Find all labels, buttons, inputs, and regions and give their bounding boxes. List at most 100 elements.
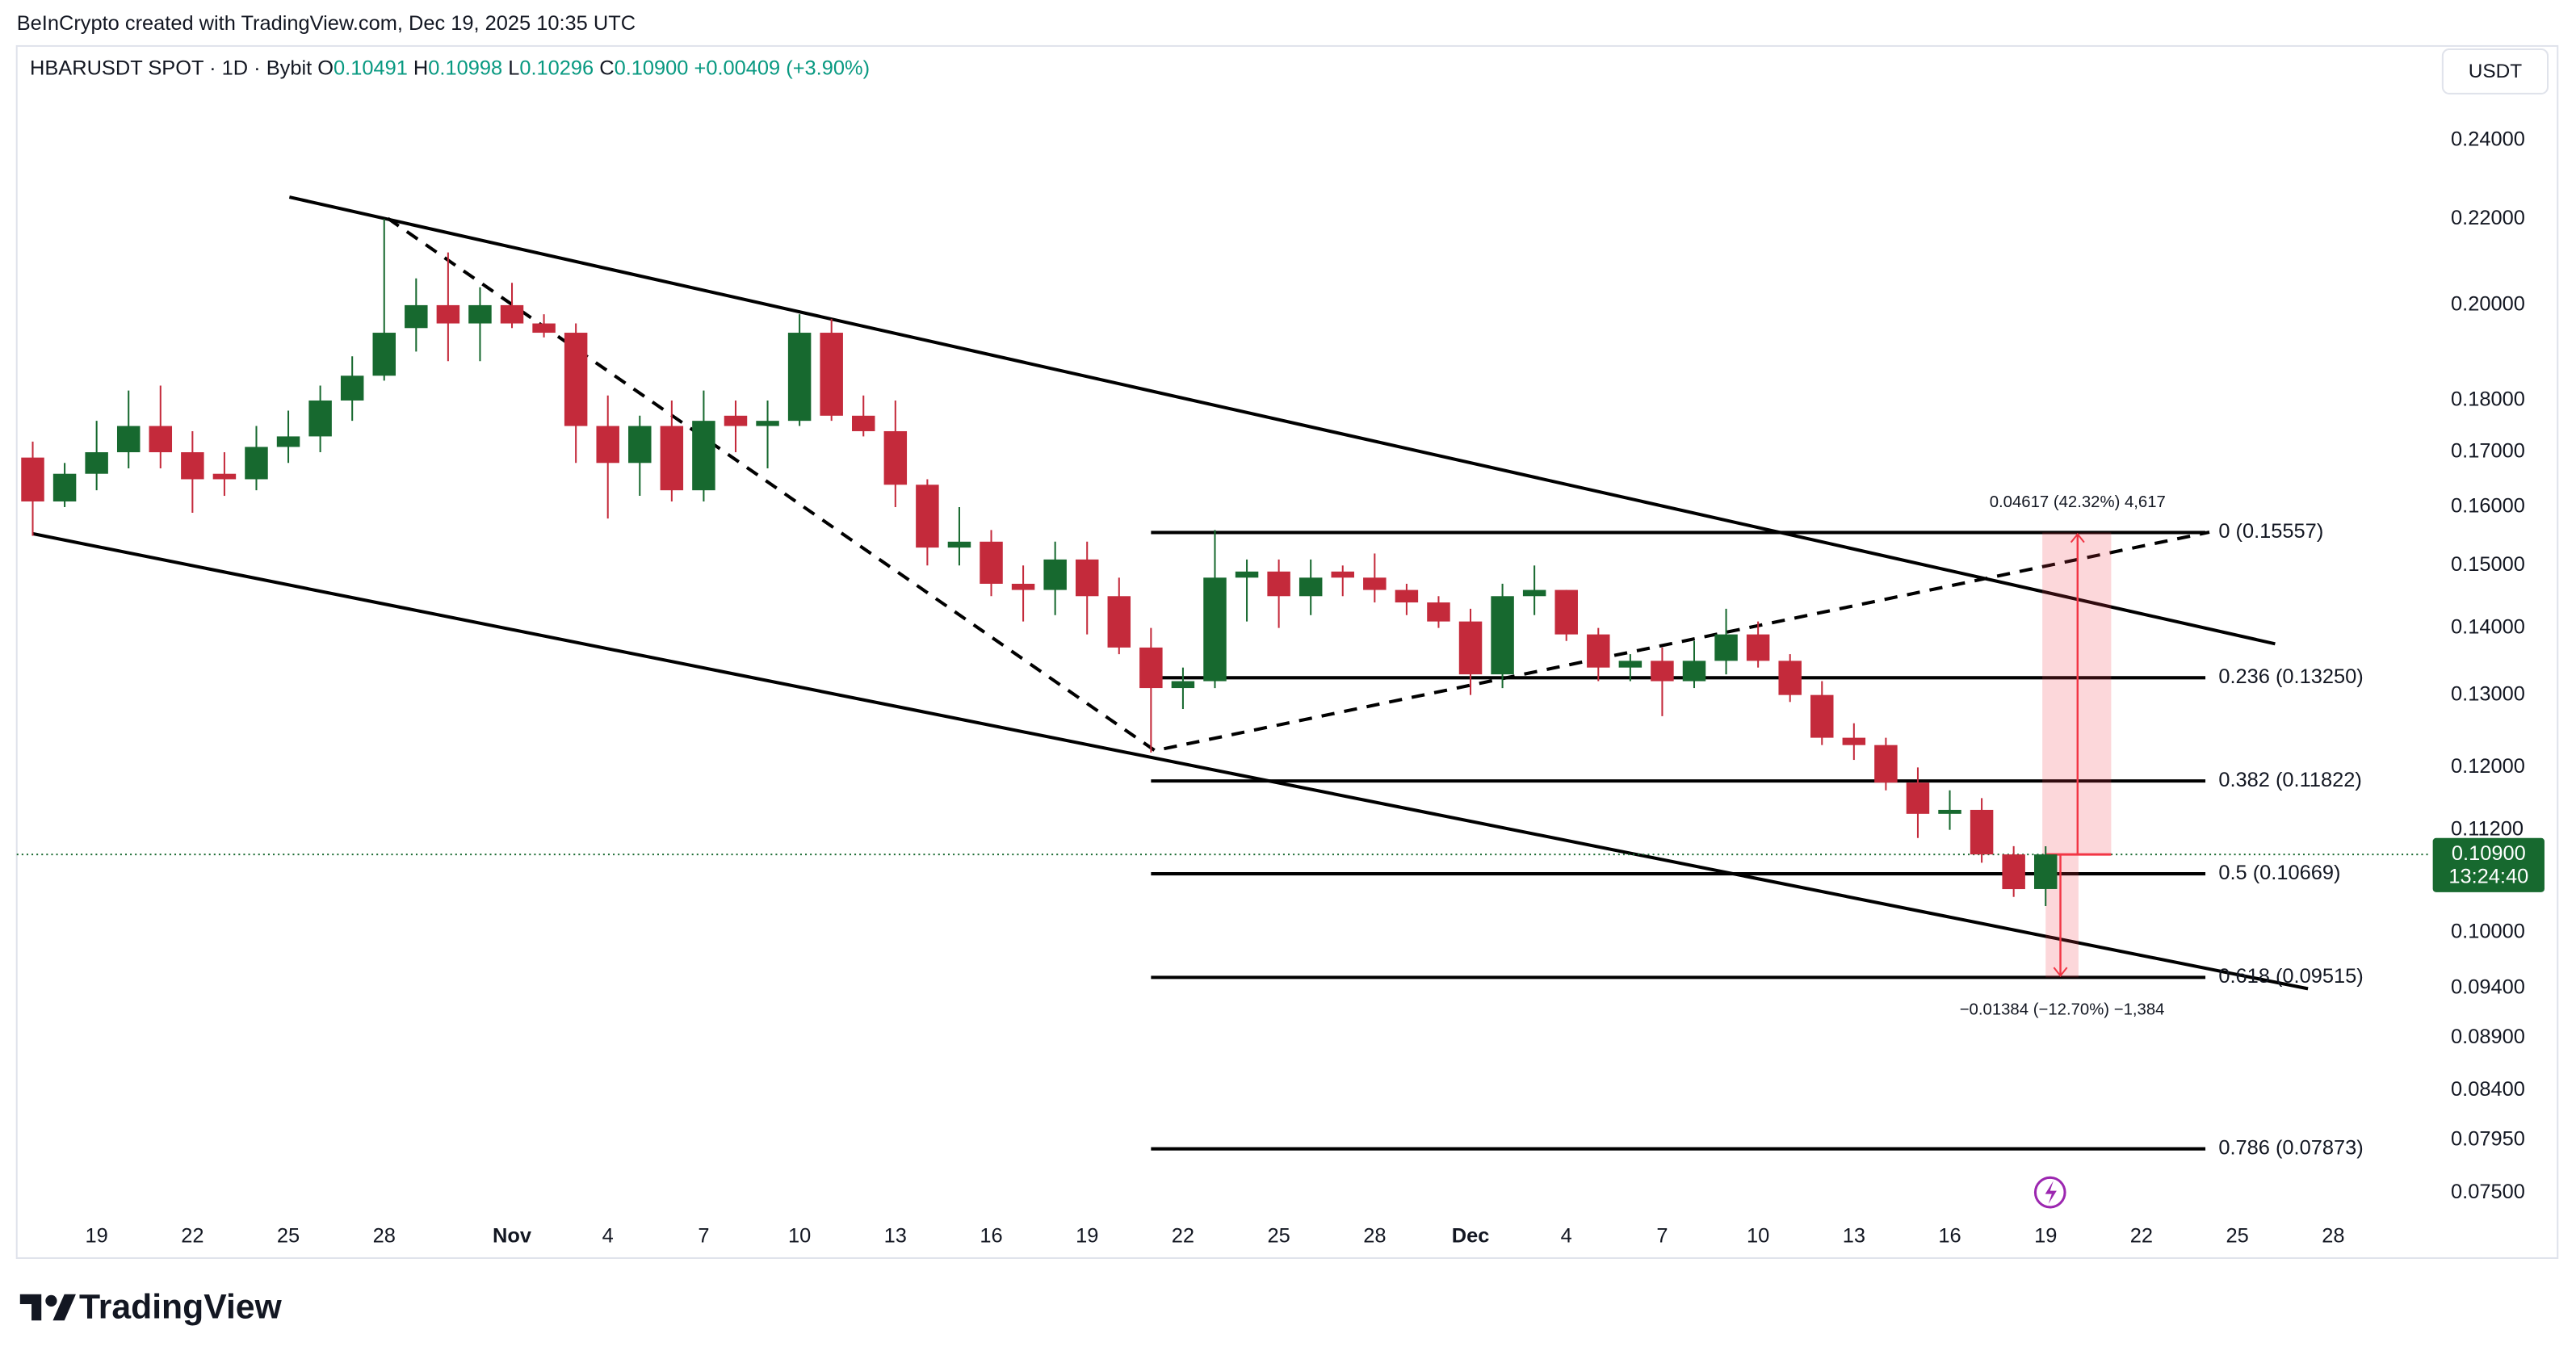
- credit: BeInCrypto created with TradingView.com,…: [17, 12, 636, 35]
- candle-body: [1938, 809, 1961, 814]
- candle-body: [692, 421, 715, 491]
- candle-body: [1427, 602, 1450, 622]
- fib-label: 0.618 (0.09515): [2218, 965, 2363, 988]
- x-tick-label: 7: [1656, 1224, 1668, 1247]
- candle-body: [1746, 634, 1770, 661]
- candle-body: [787, 333, 812, 422]
- symbol: HBARUSDT SPOT · 1D · Bybit: [30, 57, 312, 79]
- y-tick-label: 0.07950: [2451, 1127, 2525, 1150]
- candle-body: [980, 541, 1003, 584]
- candle-body: [1011, 583, 1035, 590]
- x-tick-label: 19: [2034, 1224, 2057, 1247]
- fib-label: 0 (0.15557): [2218, 520, 2323, 543]
- candle-body: [1235, 571, 1259, 578]
- candle-body: [116, 426, 141, 453]
- y-tick-label: 0.09400: [2451, 976, 2525, 999]
- x-tick-label: 28: [1363, 1224, 1386, 1247]
- candle-body: [468, 304, 492, 324]
- fib-label: 0.5 (0.10669): [2218, 862, 2340, 884]
- x-tick-label: 4: [602, 1224, 614, 1247]
- candle-body: [181, 452, 204, 480]
- y-tick-label: 0.12000: [2451, 755, 2525, 778]
- currency[interactable]: USDT: [2469, 61, 2522, 82]
- candle-body: [85, 452, 108, 474]
- legend-line: HBARUSDT SPOT · 1D · Bybit O0.10491 H0.1…: [30, 57, 870, 79]
- measure-up-head: [2070, 532, 2085, 543]
- x-tick-label: 19: [86, 1224, 108, 1247]
- candle-body: [1331, 571, 1354, 578]
- event-icon[interactable]: [2033, 1176, 2066, 1209]
- candle-body: [1107, 596, 1131, 648]
- y-tick-label: 0.11200: [2451, 817, 2524, 840]
- x-tick-label: 4: [1561, 1224, 1572, 1247]
- logo-dot: [45, 1294, 57, 1307]
- candle-body: [1970, 809, 1994, 855]
- currency-button[interactable]: [2441, 48, 2549, 94]
- drawings: [32, 195, 2309, 991]
- fib-label: 0.236 (0.13250): [2218, 665, 2363, 688]
- candle-body: [1139, 647, 1163, 689]
- candle-body: [1714, 634, 1738, 661]
- x-tick-label: 16: [980, 1224, 1002, 1247]
- y-tick-label: 0.22000: [2451, 207, 2525, 229]
- channel-upper: [288, 195, 2276, 646]
- candle-body: [1171, 681, 1195, 689]
- x-tick-label: 22: [1172, 1224, 1194, 1247]
- event-bolt: [2045, 1181, 2057, 1204]
- y-tick-label: 0.08900: [2451, 1026, 2525, 1048]
- candle-body: [1363, 577, 1387, 590]
- candle-body: [340, 375, 364, 401]
- candle-body: [883, 430, 908, 485]
- candle-body: [1810, 694, 1834, 738]
- x-tick-label: 25: [277, 1224, 300, 1247]
- y-tick-label: 0.18000: [2451, 388, 2525, 411]
- candle-body: [436, 304, 460, 324]
- x-tick-label: Dec: [1452, 1224, 1490, 1247]
- logo-text: TradingView: [79, 1287, 283, 1326]
- y-tick-label: 0.15000: [2451, 553, 2525, 576]
- x-tick-label: Nov: [493, 1224, 532, 1247]
- candle-body: [756, 421, 779, 426]
- candle-body: [52, 473, 77, 501]
- change: +0.00409 (+3.90%): [694, 57, 871, 79]
- candle-body: [245, 447, 268, 480]
- x-tick-label: 22: [181, 1224, 203, 1247]
- x-tick-label: 7: [698, 1224, 709, 1247]
- last-price-box: [2432, 837, 2545, 892]
- candle-body: [916, 485, 939, 548]
- countdown-label: 13:24:40: [2448, 865, 2528, 887]
- ohlc-value: 0.10998: [428, 57, 502, 79]
- ohlc-key: O: [317, 57, 334, 79]
- candle-body: [1043, 559, 1067, 590]
- candle-body: [149, 426, 173, 453]
- ohlc-value: 0.10296: [519, 57, 594, 79]
- candle-body: [405, 304, 428, 329]
- candle-body: [1203, 577, 1227, 682]
- candle-body: [532, 323, 556, 334]
- candle-body: [2033, 854, 2058, 889]
- candle-body: [1874, 745, 1898, 783]
- ohlc-value: 0.10491: [334, 57, 408, 79]
- candle-body: [2002, 854, 2025, 890]
- ohlc-value: 0.10900: [615, 57, 689, 79]
- candle-body: [1842, 737, 1866, 745]
- candle-body: [372, 333, 396, 376]
- candle-body: [660, 426, 684, 491]
- ohlc-key: H: [413, 57, 428, 79]
- y-tick-label: 0.10000: [2451, 920, 2525, 942]
- measure-down-label: −0.01384 (−12.70%) −1,384: [1960, 1001, 2165, 1018]
- candle-body: [820, 333, 843, 416]
- x-tick-label: 19: [1076, 1224, 1098, 1247]
- measure-up-label: 0.04617 (42.32%) 4,617: [1990, 493, 2166, 511]
- x-tick-label: 25: [2226, 1224, 2248, 1247]
- y-tick-label: 0.07500: [2451, 1181, 2525, 1203]
- candle-body: [724, 415, 748, 426]
- measure-tool: 0.04617 (42.32%) 4,617 −0.01384 (−12.70%)…: [1960, 493, 2166, 1018]
- y-tick-label: 0.08400: [2451, 1078, 2525, 1101]
- candle-body: [1298, 577, 1323, 597]
- candle-body: [1618, 661, 1643, 668]
- y-tick-label: 0.20000: [2451, 293, 2525, 316]
- candle-body: [1587, 634, 1610, 668]
